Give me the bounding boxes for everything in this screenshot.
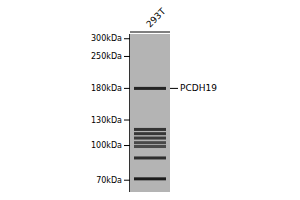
band [134, 177, 166, 180]
y-tick-label: 180kDa [91, 84, 122, 93]
band [134, 145, 166, 148]
bands [134, 87, 166, 180]
y-tick [124, 180, 130, 181]
lane-top-line [130, 32, 170, 33]
y-tick [124, 56, 130, 57]
y-tick-label: 300kDa [91, 34, 122, 43]
y-tick-label: 250kDa [91, 52, 122, 61]
y-tick [124, 120, 130, 121]
y-tick-label: 100kDa [91, 141, 122, 150]
y-tick [124, 88, 130, 89]
band [134, 132, 166, 135]
band [134, 128, 166, 131]
annotation-label: PCDH19 [180, 83, 217, 93]
chart: 300kDa 250kDa 180kDa 130kDa 100kDa 70kDa 293T P… [0, 0, 300, 200]
band [134, 156, 166, 159]
band [134, 87, 166, 90]
annotation-dash [170, 88, 178, 89]
sample-label: 293T [144, 6, 167, 29]
band [134, 141, 166, 144]
band [134, 137, 166, 140]
y-axis [129, 34, 130, 192]
y-tick-label: 70kDa [96, 176, 122, 185]
y-tick-label: 130kDa [91, 116, 122, 125]
y-tick [124, 145, 130, 146]
lane [130, 34, 170, 192]
y-tick [124, 38, 130, 39]
